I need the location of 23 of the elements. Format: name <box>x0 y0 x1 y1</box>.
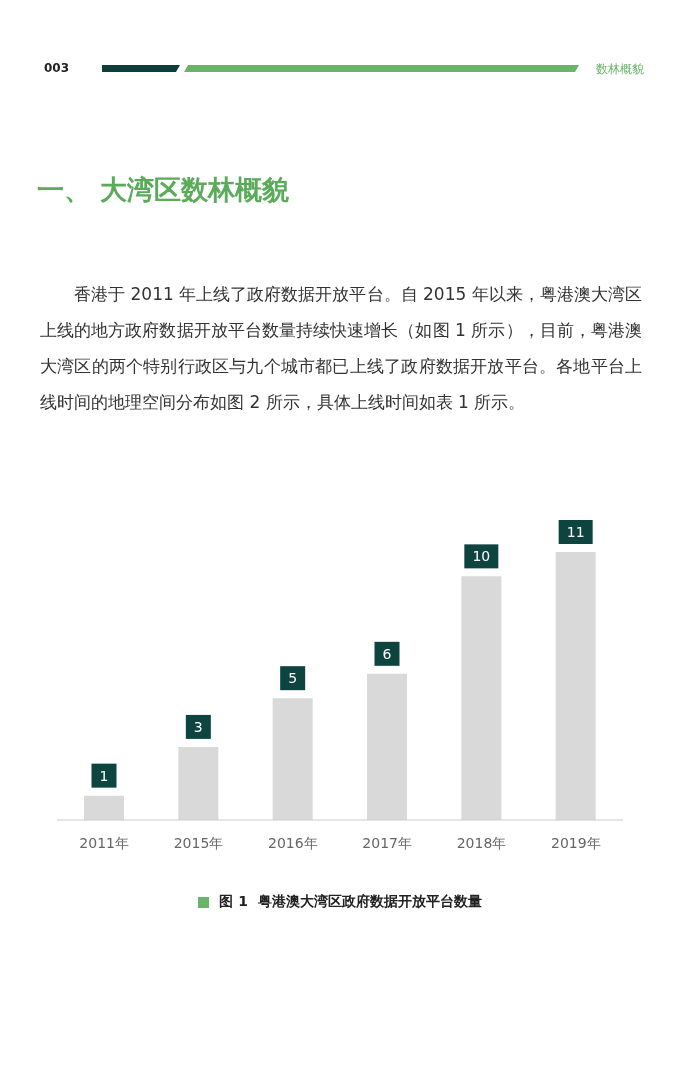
text: 003 <box>44 61 70 75</box>
x-tick-label: 2018年 <box>456 834 507 851</box>
bar <box>367 673 407 820</box>
text: 一、 大湾区数林概貌 <box>37 173 290 207</box>
bar <box>178 746 219 820</box>
bar <box>272 698 313 820</box>
bar <box>555 552 596 820</box>
text: 香港于 2011 年上线了政府数据开放平台。自 2015 年以来，粤港澳大湾区上线的地方政府数据开放平台数量持续快速增长（如图 1 所示），目前，粤港澳大湾区的两个特别行政区与九个城市都已上线了政府数据开放平台。各地平台上线时间的地理空间分布如图 2 所示，具体上线时间如表 1 所示。 <box>40 283 642 414</box>
data-label: 3 <box>193 718 203 735</box>
data-label: 11 <box>566 524 585 540</box>
text: 图 1 粤港澳大湾区政府数据开放平台数量 <box>219 893 482 911</box>
data-label: 5 <box>288 670 298 687</box>
data-label: 6 <box>382 645 392 662</box>
data-label: 1 <box>99 767 109 784</box>
x-tick-label: 2011年 <box>79 834 129 851</box>
x-tick-label: 2017年 <box>362 834 412 851</box>
bar <box>461 576 502 820</box>
x-tick-label: 2015年 <box>173 834 224 851</box>
x-tick-label: 2019年 <box>551 834 601 851</box>
x-tick-label: 2016年 <box>268 834 318 851</box>
data-label: 10 <box>472 548 491 565</box>
bar <box>84 795 124 820</box>
text: 数林概貌 <box>596 61 644 78</box>
